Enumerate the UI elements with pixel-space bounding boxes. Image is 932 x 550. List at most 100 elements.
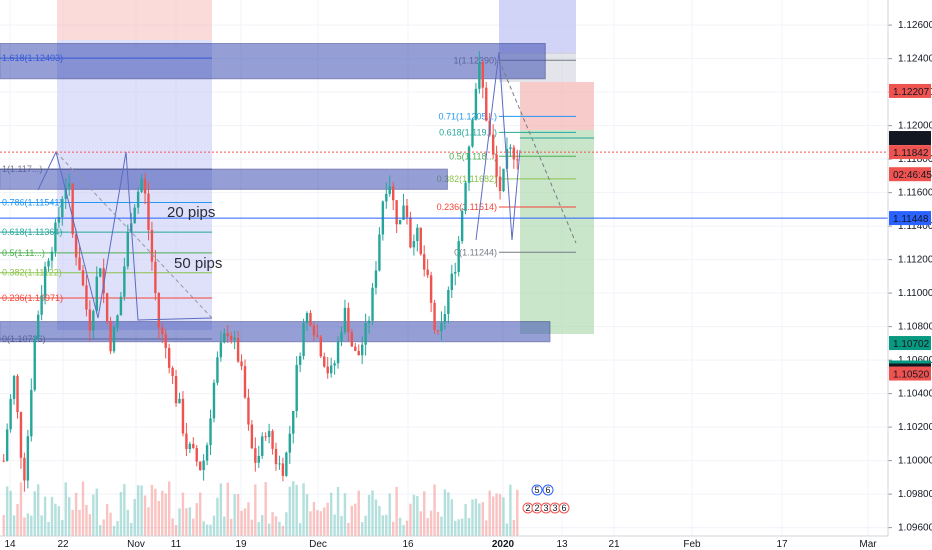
candle-body	[478, 62, 481, 89]
candle-body	[298, 356, 302, 365]
candle-body	[336, 341, 340, 364]
candle-body	[429, 275, 433, 303]
candle-body	[102, 268, 105, 294]
candle-body	[481, 62, 485, 88]
y-tick-label: 1.09800	[898, 489, 932, 500]
volume-bar	[467, 518, 471, 536]
candle-body	[340, 332, 343, 342]
volume-bar	[174, 525, 178, 536]
economic-events[interactable]: 5 62 2 3 3 6	[522, 484, 570, 514]
candle-body	[502, 168, 505, 191]
candle-body	[40, 295, 43, 315]
text-annotations: 20 pips 50 pips	[167, 204, 222, 272]
left-pink-range	[57, 0, 212, 40]
x-tick-label: 21	[608, 539, 620, 550]
candle-body	[495, 154, 498, 177]
supply-demand-zones	[0, 43, 551, 343]
volume-bar	[323, 507, 326, 536]
volume-bar	[288, 486, 292, 536]
candle-body	[30, 389, 33, 437]
volume-bar	[412, 494, 416, 536]
volume-bar	[102, 519, 105, 536]
volume-bar	[471, 499, 474, 536]
event-label: 6	[545, 485, 550, 495]
volume-bar	[350, 505, 354, 536]
volume-bar	[367, 494, 371, 536]
volume-bar	[12, 515, 16, 536]
time-axis[interactable]: 14 22 Nov 11 19 Dec 16 2020 13 21 Feb 17 Mar	[0, 535, 888, 550]
x-tick-label: 14	[4, 539, 16, 550]
volume-bar	[185, 508, 188, 536]
price-zone	[0, 168, 448, 190]
volume-bar	[188, 507, 192, 536]
candle-body	[391, 186, 395, 201]
candle-body	[161, 327, 164, 335]
volume-bar	[171, 518, 174, 536]
volume-bar	[505, 523, 509, 536]
volume-bar	[440, 516, 443, 536]
candle-body	[236, 337, 240, 362]
candle-body	[181, 398, 185, 434]
volume-bar	[243, 508, 247, 536]
candle-body	[2, 460, 5, 462]
candle-body	[292, 410, 295, 434]
candle-body	[312, 325, 316, 336]
candle-body	[395, 200, 398, 225]
candle-body	[271, 431, 274, 449]
candle-body	[247, 397, 250, 425]
event-marker	[531, 484, 543, 496]
volume-bar	[30, 515, 33, 536]
candle-body	[440, 322, 443, 332]
volume-bar	[498, 494, 502, 536]
candle-body	[409, 217, 412, 248]
volume-bar	[491, 496, 495, 536]
y-tick-label: 1.11400	[898, 221, 932, 232]
price-badge	[889, 83, 931, 98]
candle-body	[192, 443, 195, 448]
y-tick-label: 1.09600	[898, 523, 932, 534]
volume-bar	[347, 522, 350, 536]
candle-body	[233, 337, 236, 340]
candle-body	[302, 323, 305, 357]
y-tick-label: 1.10200	[898, 422, 932, 433]
volume-bar	[219, 483, 223, 536]
volume-bar	[409, 503, 412, 536]
candle-body	[226, 333, 229, 337]
candle-body	[164, 334, 167, 349]
candle-body	[119, 296, 123, 316]
y-tick-label: 1.11800	[898, 154, 932, 165]
volume-bar	[195, 503, 198, 536]
candle-body	[157, 293, 161, 328]
volume-bar	[19, 482, 23, 536]
volume-bar	[429, 510, 433, 536]
volume-bar	[278, 521, 281, 536]
volume-bar	[333, 514, 336, 536]
candle-body	[457, 241, 460, 273]
volume-bar	[381, 515, 385, 536]
volume-bar	[454, 520, 457, 536]
candle-body	[274, 448, 278, 465]
candle-body	[136, 191, 140, 208]
volume-bar	[105, 504, 109, 536]
candle-body	[309, 313, 312, 326]
event-label: 2	[534, 503, 539, 513]
price-axis[interactable]: 1.126001.124001.122001.120001.118001.116…	[887, 0, 932, 536]
volume-bar	[516, 489, 519, 536]
volume-bar	[271, 512, 274, 536]
candle-body	[402, 205, 405, 220]
volume-bar	[216, 497, 219, 536]
volume-bar	[512, 519, 516, 536]
candle-body	[250, 424, 254, 449]
candle-body	[5, 429, 9, 461]
volume-bar	[405, 520, 409, 536]
candle-body	[81, 270, 85, 286]
volume-bar	[92, 494, 95, 536]
volume-bar	[340, 515, 343, 536]
price-badge-label: 1.12207	[893, 87, 930, 98]
volume-bar	[202, 521, 205, 536]
candle-body	[326, 366, 329, 374]
volume-bar	[285, 512, 288, 536]
event-marker	[558, 502, 570, 514]
volume-bar	[133, 498, 136, 536]
